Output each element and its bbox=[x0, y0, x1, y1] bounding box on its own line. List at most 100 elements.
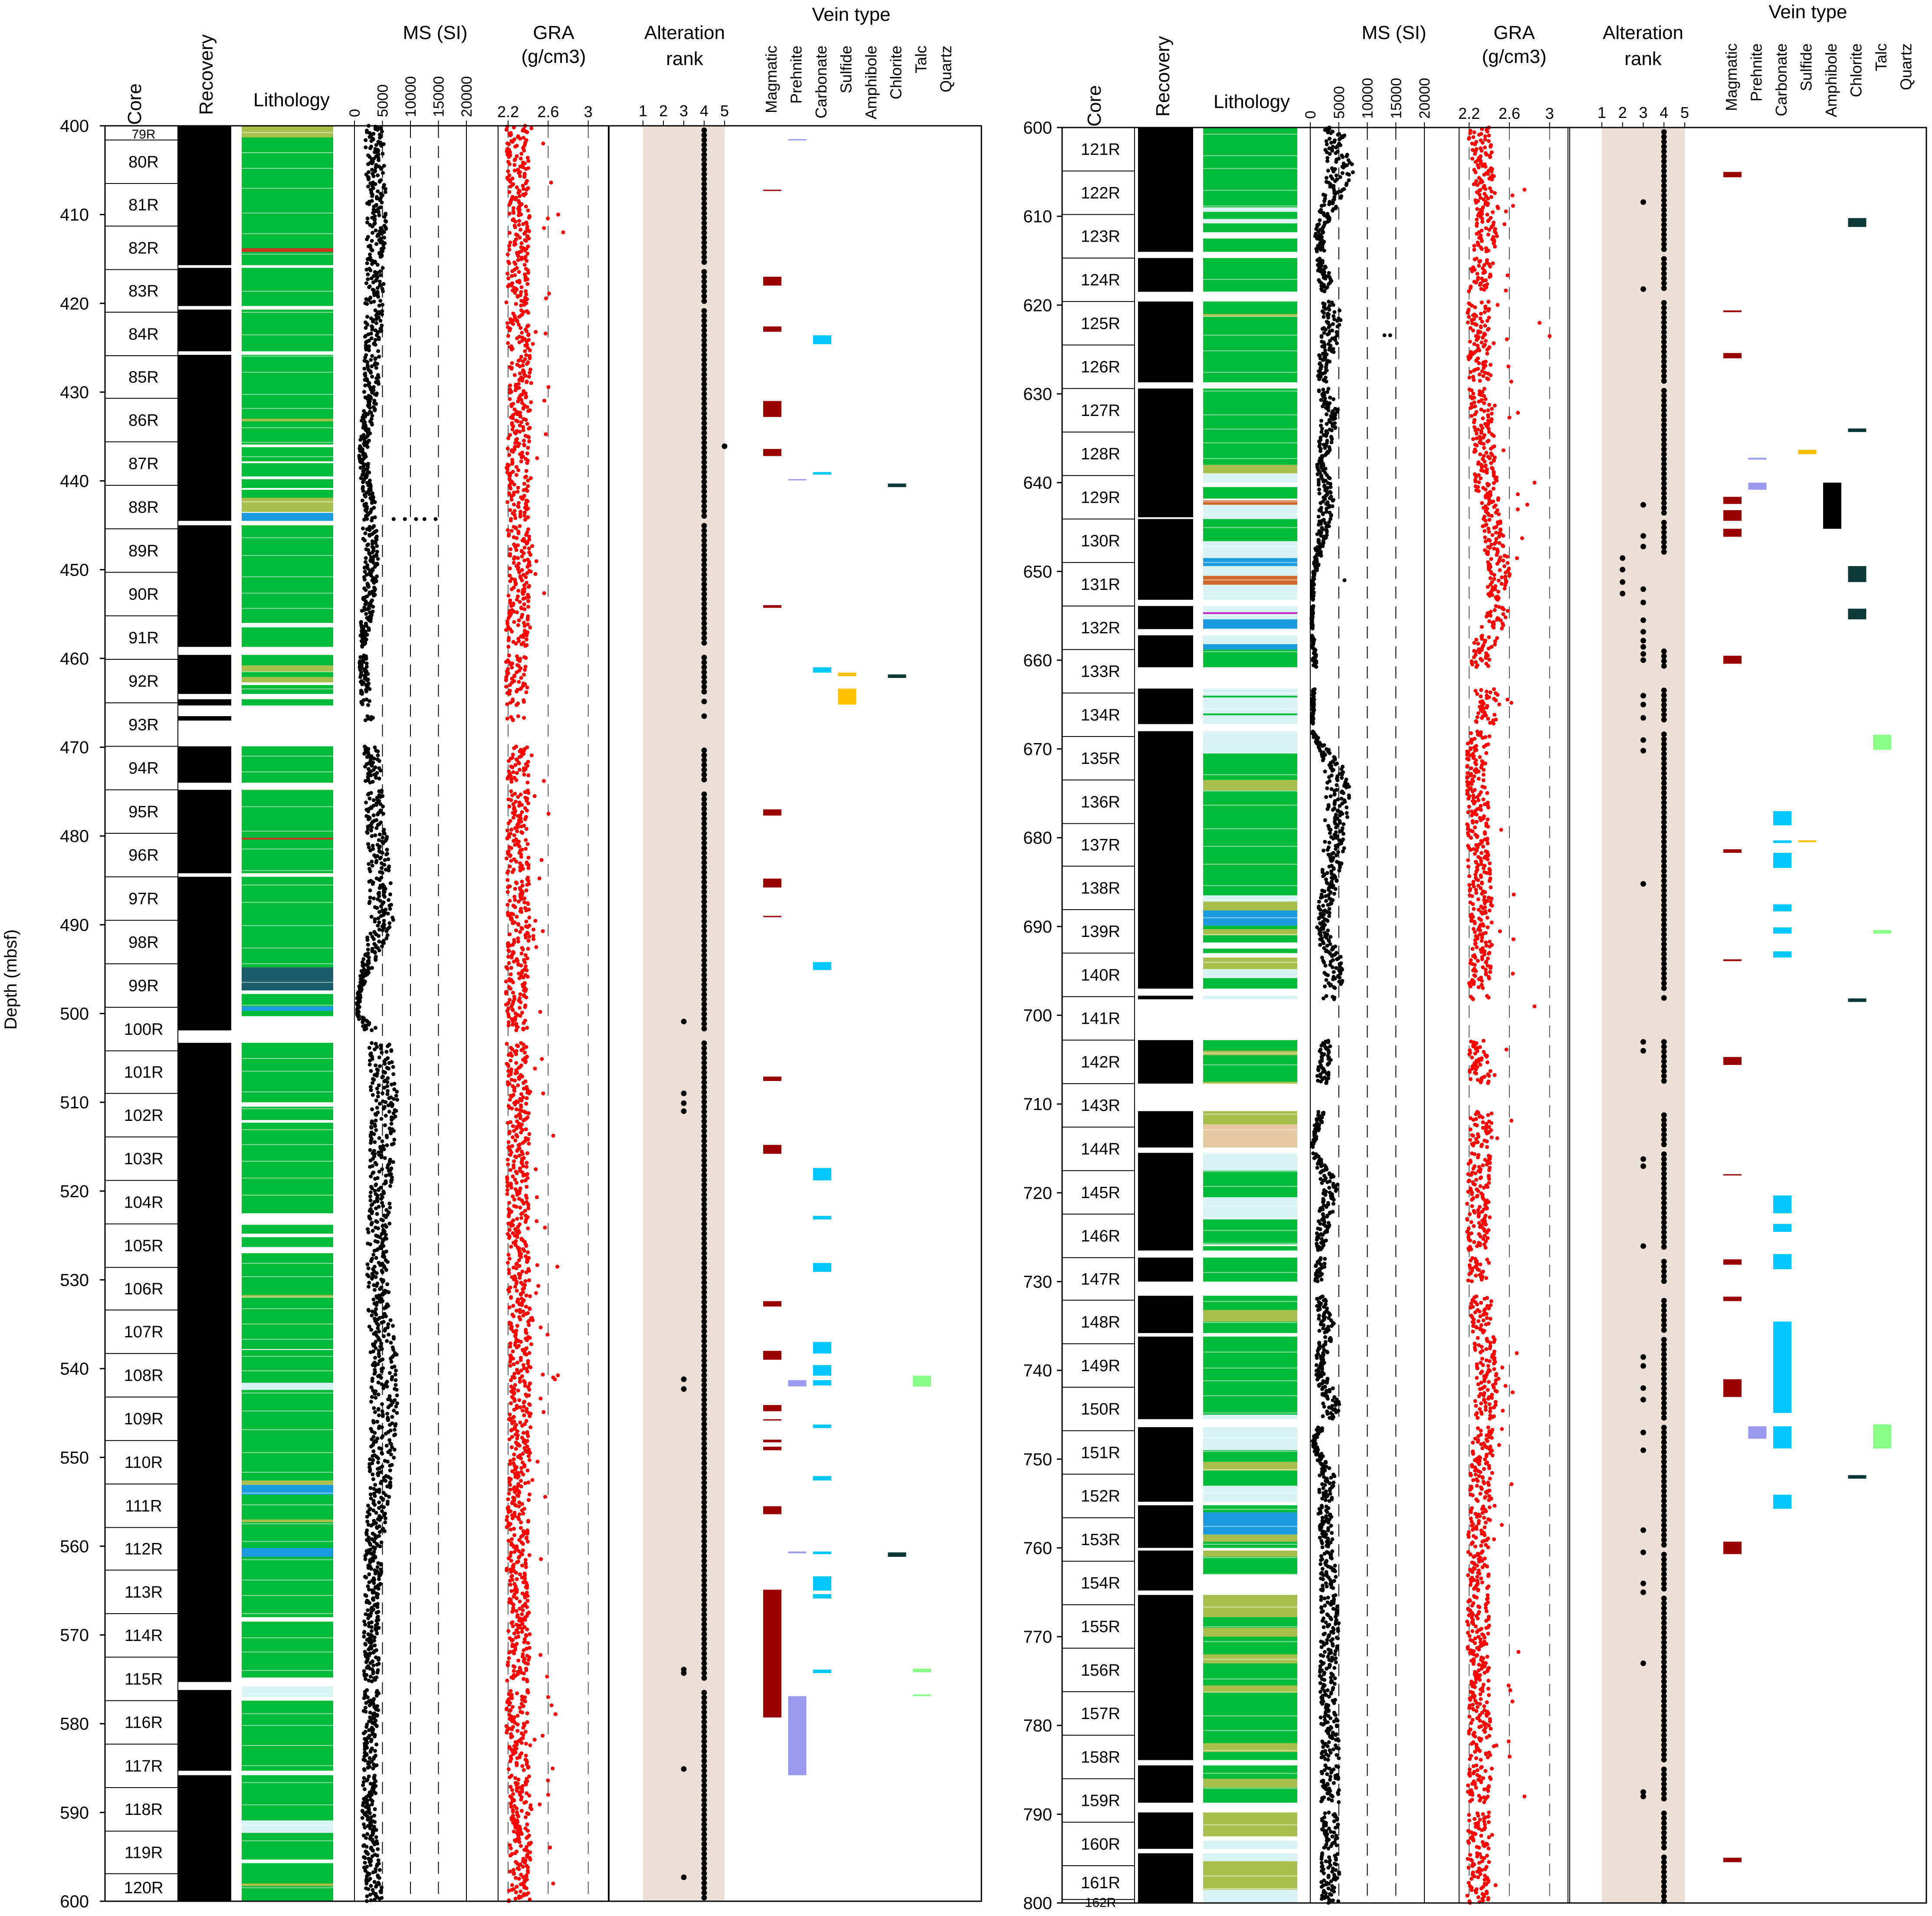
gra-point bbox=[512, 163, 517, 167]
gra-point bbox=[513, 1102, 517, 1107]
vein-bar bbox=[813, 1425, 831, 1428]
gra-point bbox=[509, 1186, 514, 1190]
lithology-stripe bbox=[242, 1248, 333, 1249]
depth-tick-label: 450 bbox=[60, 560, 89, 580]
ms-point bbox=[373, 833, 377, 838]
gra-point bbox=[529, 1807, 534, 1811]
ms-point bbox=[384, 1431, 388, 1436]
gra-point bbox=[519, 303, 523, 308]
gra-point bbox=[515, 1181, 519, 1185]
ms-point bbox=[393, 1428, 397, 1432]
ms-point bbox=[378, 1064, 382, 1068]
lithology-interval bbox=[242, 447, 333, 462]
vein-column bbox=[763, 139, 931, 1775]
alteration-point bbox=[701, 440, 707, 446]
ms-point bbox=[368, 1674, 373, 1679]
ms-point bbox=[364, 1532, 369, 1536]
ms-header: MS (SI) bbox=[1361, 22, 1426, 43]
ms-point bbox=[380, 866, 384, 870]
gra-point bbox=[525, 422, 529, 426]
alteration-header-2: rank bbox=[666, 48, 704, 69]
ms-point bbox=[378, 1300, 383, 1304]
lithology-interval bbox=[242, 1382, 333, 1390]
alteration-point bbox=[701, 1558, 707, 1564]
core-label: 84R bbox=[128, 325, 159, 344]
gra-point bbox=[519, 1526, 523, 1530]
lithology-interval bbox=[242, 665, 333, 672]
lithology-stripe bbox=[242, 356, 333, 357]
alteration-point bbox=[722, 443, 728, 449]
ms-point bbox=[379, 1046, 383, 1051]
gra-point bbox=[516, 1371, 521, 1375]
alteration-point bbox=[701, 308, 707, 314]
alteration-point bbox=[701, 943, 707, 949]
gra-point bbox=[518, 1340, 523, 1344]
ms-point bbox=[377, 832, 382, 837]
ms-point bbox=[375, 197, 379, 201]
gra-point bbox=[541, 779, 546, 783]
lithology-stripe bbox=[242, 408, 333, 409]
ms-point bbox=[368, 1194, 372, 1199]
gra-point bbox=[515, 419, 520, 423]
alteration-point bbox=[701, 635, 707, 641]
depth-tick-label: 660 bbox=[1023, 651, 1052, 670]
ms-point bbox=[364, 779, 368, 783]
ms-point bbox=[384, 1173, 388, 1178]
gra-point bbox=[545, 1333, 550, 1337]
ms-point bbox=[368, 1165, 372, 1169]
lithology-interval bbox=[242, 1820, 333, 1833]
gra-point bbox=[511, 1135, 515, 1140]
gra-point bbox=[509, 846, 513, 850]
gra-point bbox=[507, 261, 512, 265]
ms-point bbox=[373, 1749, 377, 1753]
alteration-point bbox=[701, 205, 707, 211]
ms-point bbox=[367, 1572, 371, 1576]
lithology-interval bbox=[242, 1686, 333, 1697]
lithology-interval bbox=[242, 699, 333, 706]
ms-point bbox=[371, 593, 376, 598]
ms-point bbox=[373, 1364, 377, 1368]
gra-point bbox=[524, 1304, 528, 1309]
gra-point bbox=[523, 817, 527, 822]
gra-point bbox=[531, 1318, 535, 1323]
alteration-point bbox=[701, 752, 707, 758]
alteration-point bbox=[701, 904, 707, 910]
vein-type-label: Amphibole bbox=[862, 46, 880, 119]
gra-point bbox=[513, 1284, 517, 1289]
ms-point bbox=[375, 286, 380, 290]
gra-point bbox=[525, 956, 529, 960]
gra-point bbox=[547, 291, 551, 296]
ms-point bbox=[371, 1449, 376, 1454]
lithology-interval bbox=[242, 1883, 333, 1887]
core-label: 113R bbox=[125, 1583, 163, 1602]
gra-point bbox=[516, 1631, 520, 1635]
gra-point bbox=[527, 1793, 531, 1798]
alteration-point bbox=[701, 1631, 707, 1637]
ms-point bbox=[366, 809, 371, 813]
ms-point bbox=[381, 171, 385, 175]
ms-point bbox=[377, 878, 382, 882]
alteration-point bbox=[701, 1406, 707, 1412]
gra-point bbox=[511, 1124, 515, 1128]
vein-type-label: Carbonate bbox=[1772, 43, 1790, 116]
gra-point bbox=[524, 1742, 528, 1746]
gra-point bbox=[515, 1107, 519, 1111]
ms-point bbox=[374, 1346, 378, 1350]
gra-point bbox=[508, 518, 513, 523]
gra-point bbox=[511, 980, 515, 984]
alteration-point bbox=[701, 1338, 707, 1344]
gra-point bbox=[517, 1896, 521, 1900]
ms-point bbox=[364, 138, 368, 142]
ms-point bbox=[373, 1820, 377, 1824]
core-label: 88R bbox=[128, 498, 159, 517]
alteration-point bbox=[701, 1763, 707, 1769]
alteration-point bbox=[701, 1011, 707, 1017]
alteration-point bbox=[701, 811, 707, 817]
lithology-interval bbox=[242, 877, 333, 968]
lithology-stripe bbox=[242, 1323, 333, 1325]
ms-point bbox=[378, 1263, 383, 1267]
gra-point bbox=[526, 271, 531, 275]
gra-point bbox=[513, 905, 517, 909]
ms-point bbox=[360, 645, 364, 649]
gra-point bbox=[504, 678, 508, 682]
